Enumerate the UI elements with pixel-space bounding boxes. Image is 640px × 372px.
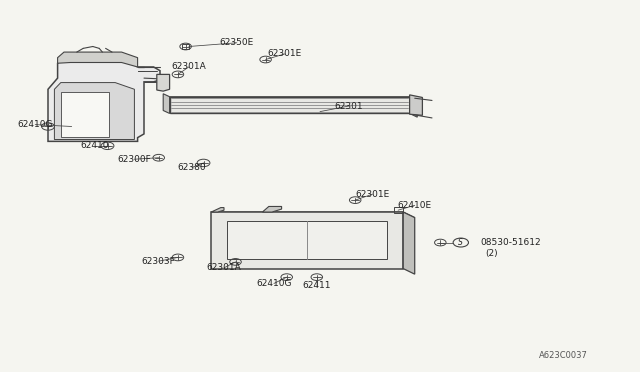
Polygon shape — [211, 212, 415, 218]
Polygon shape — [211, 208, 224, 212]
Text: 62410E: 62410E — [397, 201, 432, 210]
Bar — [182, 44, 189, 49]
Polygon shape — [403, 212, 415, 274]
Polygon shape — [170, 97, 417, 100]
Text: 62411: 62411 — [303, 281, 331, 290]
Text: 62350E: 62350E — [220, 38, 254, 47]
Text: 62301A: 62301A — [207, 263, 241, 272]
Polygon shape — [170, 97, 410, 113]
Polygon shape — [61, 92, 109, 137]
Polygon shape — [211, 212, 403, 269]
Polygon shape — [48, 58, 160, 141]
Text: 62410G: 62410G — [256, 279, 292, 288]
Text: 62301E: 62301E — [268, 49, 302, 58]
Text: A623C0037: A623C0037 — [539, 351, 588, 360]
Text: 62410G: 62410G — [17, 120, 53, 129]
Bar — [394, 207, 403, 213]
Text: 62303F: 62303F — [142, 257, 175, 266]
Text: 62301: 62301 — [335, 102, 363, 110]
Text: 62301E: 62301E — [355, 190, 390, 199]
Polygon shape — [410, 97, 417, 117]
Text: 08530-51612: 08530-51612 — [480, 238, 541, 247]
Text: 62301A: 62301A — [172, 62, 206, 71]
Polygon shape — [54, 83, 134, 140]
Text: 62300F: 62300F — [118, 155, 151, 164]
Text: (2): (2) — [485, 249, 498, 258]
Polygon shape — [58, 52, 138, 67]
Text: S: S — [458, 238, 463, 247]
Polygon shape — [262, 206, 282, 212]
Text: 62380: 62380 — [178, 163, 206, 172]
Polygon shape — [410, 95, 422, 115]
Polygon shape — [157, 74, 170, 91]
Text: 62410: 62410 — [81, 141, 109, 150]
Polygon shape — [163, 94, 170, 113]
Polygon shape — [227, 221, 387, 259]
